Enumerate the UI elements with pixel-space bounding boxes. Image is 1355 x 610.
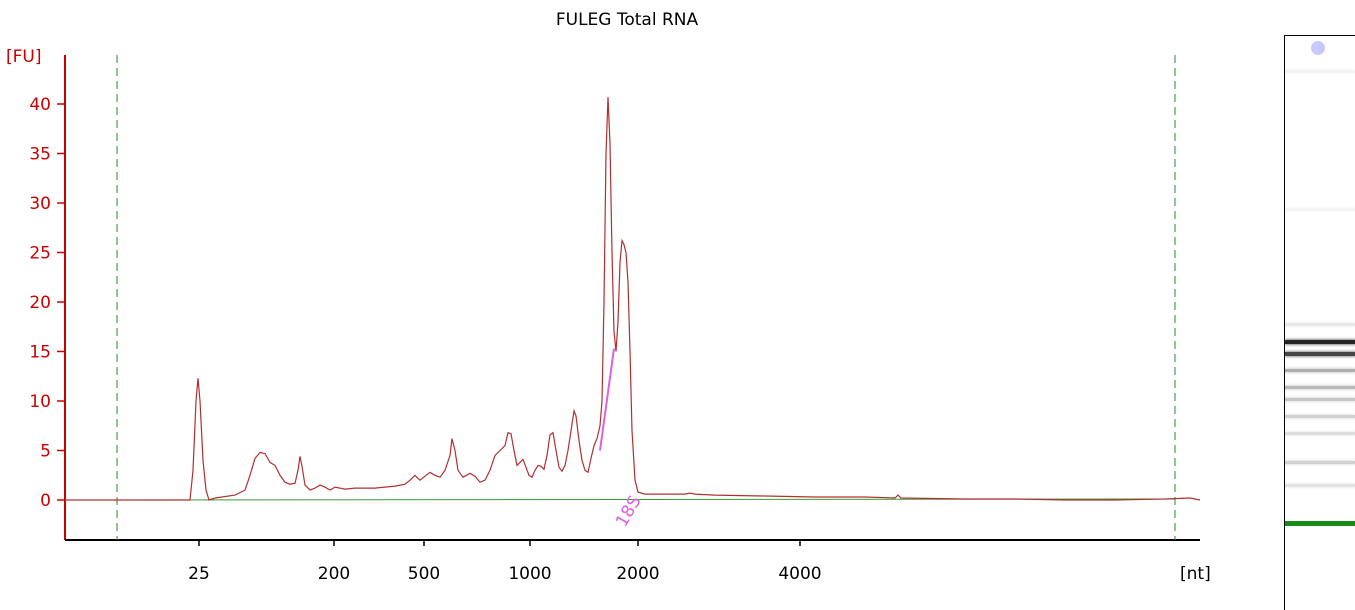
gel-band <box>1285 386 1355 390</box>
trace-line <box>65 97 1201 501</box>
y-axis-unit: [FU] <box>6 47 42 67</box>
x-tick-label: 4000 <box>778 564 821 584</box>
y-tick-label: 30 <box>29 194 51 214</box>
x-tick-label: 200 <box>318 564 350 584</box>
y-tick-label: 5 <box>40 442 51 462</box>
gel-band <box>1285 368 1355 372</box>
y-tick-label: 25 <box>29 244 51 264</box>
y-tick-label: 15 <box>29 343 51 363</box>
gel-band <box>1285 323 1355 326</box>
chart-title: FULEG Total RNA <box>556 10 699 30</box>
gel-band <box>1285 351 1355 356</box>
y-tick-label: 10 <box>29 392 51 412</box>
gel-band <box>1285 483 1355 487</box>
x-tick-label: 25 <box>188 564 210 584</box>
gel-lane <box>1284 35 1355 610</box>
x-tick-label: 500 <box>408 564 440 584</box>
y-tick-label: 20 <box>29 293 51 313</box>
peak-label-18s: 18S <box>612 492 646 530</box>
gel-well-icon <box>1311 41 1325 55</box>
gel-band <box>1285 397 1355 401</box>
gel-band <box>1285 432 1355 436</box>
gel-band <box>1285 460 1355 464</box>
y-tick-label: 40 <box>29 95 51 115</box>
gel-marker-band <box>1285 521 1355 527</box>
peak-annotation-line <box>599 348 615 451</box>
axes: 0 5 10 15 20 25 30 35 40 25 200 500 1000 2000 4000 <box>29 55 1200 584</box>
gel-band <box>1285 70 1355 74</box>
y-tick-label: 35 <box>29 145 51 165</box>
electropherogram-chart: FULEG Total RNA 0 5 10 15 20 25 30 35 40 25 200 500… <box>6 10 1211 584</box>
gel-band <box>1285 208 1355 212</box>
gel-band <box>1285 340 1355 345</box>
gel-band <box>1285 414 1355 418</box>
x-axis-unit: [nt] <box>1180 564 1211 584</box>
chart-marks: 18S <box>64 55 1201 540</box>
x-tick-label: 1000 <box>508 564 551 584</box>
y-tick-label: 0 <box>40 491 51 511</box>
x-tick-label: 2000 <box>616 564 659 584</box>
